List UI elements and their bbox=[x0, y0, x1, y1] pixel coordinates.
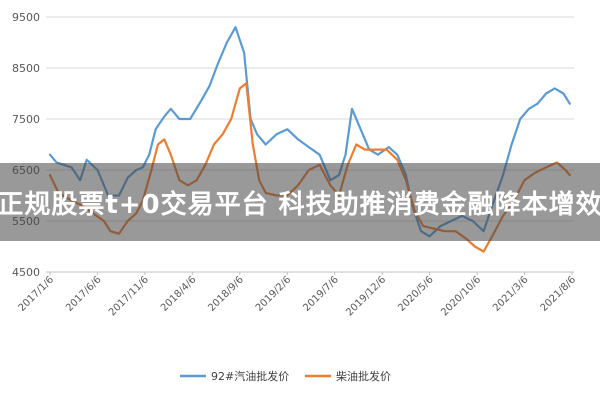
overlay-banner: 正规股票t+0交易平台 科技助推消费金融降本增效 bbox=[0, 163, 600, 241]
y-tick-label: 7500 bbox=[12, 113, 40, 126]
y-tick-label: 8500 bbox=[12, 62, 40, 75]
x-tick-label: 2017/1/6 bbox=[17, 274, 57, 314]
y-tick-label: 9500 bbox=[12, 11, 40, 24]
banner-text: 正规股票t+0交易平台 科技助推消费金融降本增效 bbox=[0, 189, 600, 220]
y-tick-label: 4500 bbox=[12, 266, 40, 279]
x-tick-label: 2018/9/6 bbox=[206, 274, 246, 314]
x-tick-label: 2020/10/6 bbox=[439, 274, 483, 318]
legend-label: 柴油批发价 bbox=[336, 369, 391, 383]
x-tick-label: 2017/6/6 bbox=[64, 274, 104, 314]
x-tick-label: 2017/11/6 bbox=[107, 274, 151, 318]
x-tick-label: 2019/12/6 bbox=[344, 274, 388, 318]
x-tick-label: 2020/5/6 bbox=[396, 274, 436, 314]
x-tick-label: 2019/2/6 bbox=[254, 274, 294, 314]
x-tick-label: 2021/3/6 bbox=[491, 274, 531, 314]
x-tick-label: 2021/8/6 bbox=[539, 274, 579, 314]
x-tick-label: 2018/4/6 bbox=[159, 274, 199, 314]
legend-label: 92#汽油批发价 bbox=[211, 369, 289, 383]
x-tick-label: 2019/7/6 bbox=[301, 274, 341, 314]
